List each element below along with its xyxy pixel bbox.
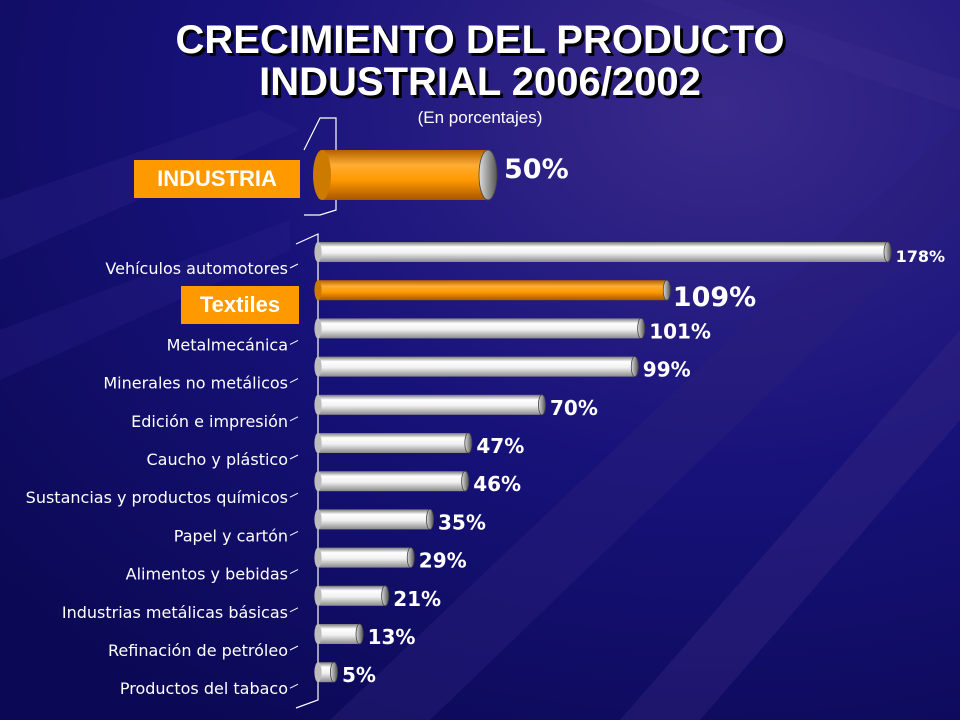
category-label-refinacion-de-petroleo: Refinación de petróleo — [108, 641, 288, 660]
bar-alimentos-y-bebidas — [314, 547, 415, 568]
tick-alimentos-y-bebidas — [289, 569, 299, 575]
category-label-sustancias-y-productos-quimicos: Sustancias y productos químicos — [26, 488, 288, 507]
tick-sustancias-y-productos-quimicos — [289, 492, 299, 498]
bar-metalmecanica — [314, 317, 646, 339]
tick-productos-del-tabaco — [289, 683, 299, 689]
textiles-label-badge: Textiles — [181, 286, 299, 324]
category-label-vehiculos-automotores: Vehículos automotores — [105, 259, 288, 278]
category-label-alimentos-y-bebidas: Alimentos y bebidas — [126, 565, 288, 584]
bar-papel-y-carton — [314, 509, 434, 530]
bar-vehiculos-automotores — [314, 241, 892, 263]
value-label-refinacion-de-petroleo: 13% — [368, 625, 416, 649]
bar-refinacion-de-petroleo — [314, 623, 364, 645]
bar-textiles — [314, 279, 671, 301]
bar-productos-del-tabaco — [314, 661, 338, 683]
value-label-alimentos-y-bebidas: 29% — [419, 549, 467, 573]
value-label-papel-y-carton: 35% — [438, 510, 486, 534]
category-label-edicion-e-impresion: Edición e impresión — [131, 412, 288, 431]
bar-industria — [313, 149, 498, 201]
tick-metalmecanica — [289, 339, 299, 345]
bar-edicion-e-impresion — [314, 394, 547, 416]
bar-minerales-no-metalicos — [314, 356, 639, 378]
value-label-industria: 50% — [504, 154, 569, 185]
value-label-vehiculos-automotores: 178% — [896, 247, 945, 266]
value-label-caucho-y-plastico: 47% — [476, 434, 524, 458]
bar-sustancias-y-productos-quimicos — [314, 470, 470, 492]
category-label-minerales-no-metalicos: Minerales no metálicos — [103, 374, 288, 393]
tick-industrias-metalicas-basicas — [289, 607, 299, 613]
value-label-textiles: 109% — [673, 282, 756, 313]
value-label-productos-del-tabaco: 5% — [342, 663, 376, 687]
bar-industrias-metalicas-basicas — [314, 585, 390, 607]
chart-title-line-2: INDUSTRIAL 2006/2002 — [259, 60, 701, 104]
bar-caucho-y-plastico — [314, 432, 473, 454]
tick-refinacion-de-petroleo — [289, 645, 299, 651]
value-label-industrias-metalicas-basicas: 21% — [393, 587, 441, 611]
value-label-minerales-no-metalicos: 99% — [643, 358, 691, 382]
labels: 50% Vehículos automotores 178% 109% Metalmec… — [26, 154, 945, 698]
category-label-papel-y-carton: Papel y cartón — [174, 526, 288, 545]
tick-edicion-e-impresion — [289, 416, 299, 422]
value-label-sustancias-y-productos-quimicos: 46% — [473, 472, 521, 496]
value-label-edicion-e-impresion: 70% — [550, 396, 598, 420]
tick-caucho-y-plastico — [289, 454, 299, 460]
tick-vehiculos-automotores — [289, 263, 299, 269]
bars — [313, 149, 892, 683]
category-label-productos-del-tabaco: Productos del tabaco — [120, 679, 288, 698]
tick-minerales-no-metalicos — [289, 378, 299, 384]
sectors-axis-wall — [295, 233, 319, 709]
category-label-industrias-metalicas-basicas: Industrias metálicas básicas — [62, 603, 288, 622]
tick-papel-y-carton — [289, 530, 299, 536]
chart-title-line-1: CRECIMIENTO DEL PRODUCTO — [175, 18, 785, 62]
chart-subtitle: (En porcentajes) — [417, 108, 543, 127]
industria-label-badge: INDUSTRIA — [134, 160, 300, 198]
category-label-caucho-y-plastico: Caucho y plástico — [146, 450, 288, 469]
value-label-metalmecanica: 101% — [649, 319, 711, 343]
category-label-metalmecanica: Metalmecánica — [167, 335, 288, 354]
